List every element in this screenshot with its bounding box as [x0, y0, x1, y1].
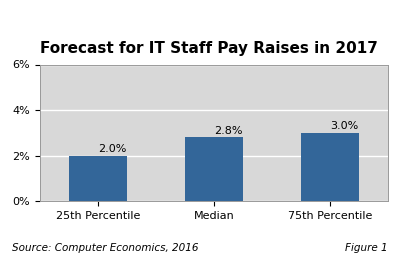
Text: 2.0%: 2.0%	[98, 144, 126, 154]
Text: 3.0%: 3.0%	[330, 121, 358, 131]
Text: Forecast for IT Staff Pay Raises in 2017: Forecast for IT Staff Pay Raises in 2017	[40, 41, 378, 57]
Bar	[69, 156, 127, 201]
Bar	[185, 138, 243, 201]
Text: Figure 1: Figure 1	[345, 243, 388, 253]
Bar	[301, 133, 359, 201]
Text: Source: Computer Economics, 2016: Source: Computer Economics, 2016	[12, 243, 198, 253]
Text: 2.8%: 2.8%	[214, 126, 242, 136]
